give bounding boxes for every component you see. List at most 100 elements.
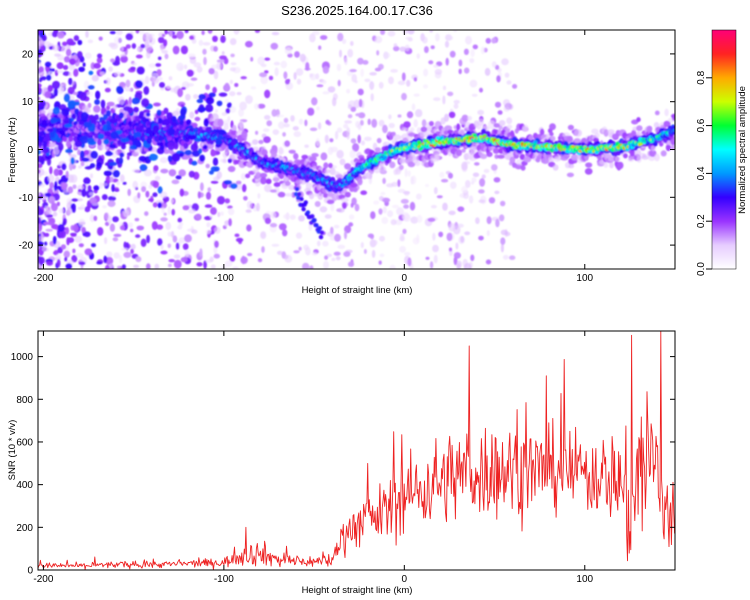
heatmap-cell: [116, 180, 120, 186]
heatmap-cell: [207, 187, 212, 193]
heatmap-cell: [378, 119, 385, 127]
heatmap-cell: [480, 46, 485, 55]
heatmap-cell: [296, 78, 302, 85]
heatmap-cell: [458, 59, 463, 67]
heatmap-cell: [148, 198, 154, 202]
heatmap-cell: [213, 70, 219, 80]
heatmap-cell: [285, 79, 290, 85]
heatmap-cell: [278, 146, 284, 155]
heatmap-cell: [371, 118, 378, 128]
heatmap-cell: [144, 44, 153, 52]
heatmap-cell: [205, 84, 210, 91]
heatmap-cell: [160, 168, 169, 174]
heatmap-cell: [330, 202, 335, 212]
heatmap-cell: [154, 263, 160, 269]
heatmap-cell: [584, 168, 593, 175]
heatmap-cell: [180, 45, 188, 55]
heatmap-cell: [636, 117, 641, 123]
heatmap-cell: [206, 222, 211, 228]
heatmap-cell: [273, 61, 281, 66]
heatmap-cell: [108, 66, 113, 72]
heatmap-cell: [362, 60, 369, 65]
heatmap-cell: [506, 117, 513, 125]
heatmap-cell: [98, 182, 103, 189]
heatmap-cell: [293, 72, 297, 80]
heatmap-cell: [497, 110, 503, 115]
heatmap-cell: [108, 195, 116, 202]
heatmap-cell: [179, 188, 185, 197]
heatmap-cell: [217, 195, 225, 205]
heatmap-cell: [479, 87, 483, 93]
heatmap-cell: [143, 169, 152, 177]
heatmap-cell: [370, 93, 374, 102]
heatmap-cell: [440, 117, 446, 125]
heatmap-cell: [196, 66, 203, 73]
heatmap-cell: [463, 262, 472, 269]
heatmap-cell: [439, 171, 445, 178]
heatmap-cell: [38, 235, 44, 243]
heatmap-cell: [245, 209, 252, 213]
heatmap-cell: [472, 44, 478, 50]
heatmap-cell: [118, 112, 124, 119]
heatmap-cell: [78, 218, 86, 228]
heatmap-cell: [288, 149, 296, 154]
heatmap-cell: [167, 231, 172, 237]
heatmap-cell: [41, 109, 47, 115]
heatmap-cell: [506, 80, 512, 85]
heatmap-cell: [102, 205, 107, 209]
heatmap-cell: [44, 232, 50, 237]
heatmap-cell: [243, 196, 248, 201]
heatmap-cell: [93, 105, 101, 113]
heatmap-cell: [429, 261, 434, 269]
heatmap-cell: [156, 109, 162, 117]
heatmap-cell: [498, 120, 506, 127]
heatmap-cell: [221, 51, 225, 55]
heatmap-cell: [347, 48, 354, 58]
heatmap-cell: [413, 77, 417, 82]
heatmap-cell: [52, 235, 57, 245]
heatmap-cell: [407, 30, 415, 35]
heatmap-cell: [322, 91, 330, 95]
heatmap-cell: [196, 262, 203, 267]
heatmap-cell: [57, 31, 65, 39]
heatmap-cell: [157, 56, 162, 61]
heatmap-cell: [60, 244, 67, 250]
heatmap-cell: [161, 49, 168, 54]
heatmap-cell: [463, 48, 469, 55]
heatmap-cell: [72, 91, 78, 96]
heatmap-cell: [283, 254, 289, 260]
heatmap-cell: [389, 264, 396, 269]
heatmap-cell: [184, 30, 189, 34]
heatmap-cell: [130, 66, 136, 71]
heatmap-cell: [405, 36, 413, 40]
heatmap-cell: [609, 161, 614, 169]
heatmap-cell: [65, 48, 72, 57]
heatmap-cell: [623, 153, 628, 159]
heatmap-cell: [396, 207, 404, 216]
heatmap-cell: [177, 225, 183, 230]
heatmap-cell: [335, 256, 341, 261]
heatmap-cell: [89, 197, 97, 204]
heatmap-cell: [397, 114, 402, 118]
heatmap-cell: [428, 60, 434, 65]
heatmap-cell: [43, 221, 51, 225]
heatmap-cell: [337, 244, 346, 249]
heatmap-cell: [173, 254, 181, 259]
heatmap-cell: [260, 63, 267, 68]
heatmap-cell: [358, 98, 363, 108]
heatmap-cell: [89, 214, 96, 223]
heatmap-cell: [151, 72, 159, 79]
heatmap-cell: [71, 198, 79, 202]
heatmap-cell: [374, 147, 381, 153]
heatmap-cell: [455, 242, 459, 250]
heatmap-cell: [38, 249, 43, 255]
heatmap-cell: [400, 233, 405, 241]
heatmap-cell: [77, 51, 83, 59]
heatmap-cell: [170, 198, 175, 204]
heatmap-cell: [205, 163, 210, 169]
heatmap-cell: [378, 81, 384, 89]
heatmap-cell: [371, 249, 376, 258]
heatmap-cell: [315, 73, 320, 80]
heatmap-cell: [349, 149, 356, 159]
heatmap-cell: [49, 140, 57, 148]
